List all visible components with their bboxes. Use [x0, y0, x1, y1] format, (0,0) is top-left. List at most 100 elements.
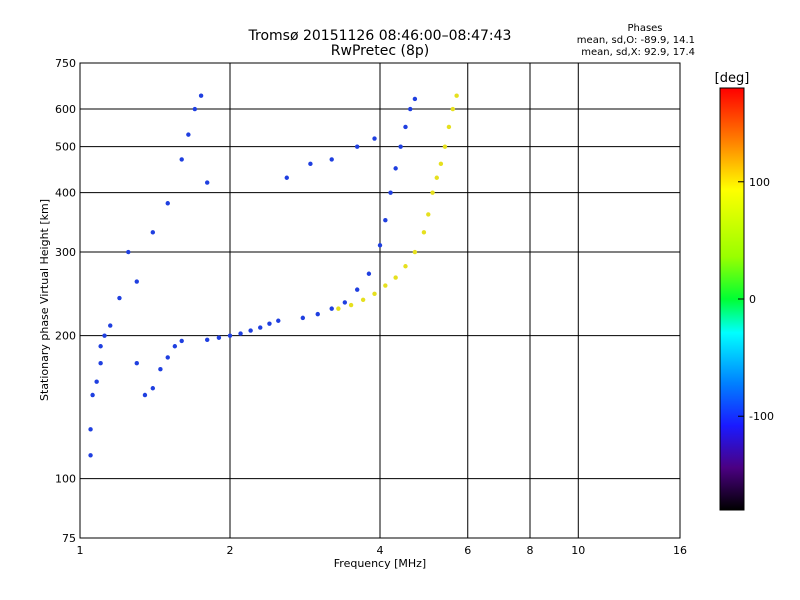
data-point-o	[204, 180, 210, 185]
legend-title: Phases	[627, 23, 662, 34]
x-tick-label: 1	[77, 544, 84, 557]
x-axis-label: Frequency [MHz]	[334, 557, 426, 570]
data-point-o	[258, 325, 263, 330]
legend-line-x: mean, sd,X: 92.9, 17.4	[581, 47, 695, 58]
data-point-o	[366, 271, 372, 276]
data-point-o	[342, 300, 348, 305]
data-point-x	[421, 230, 427, 235]
x-tick-label: 6	[464, 544, 471, 557]
data-point-o	[134, 279, 139, 284]
y-tick-label: 750	[55, 57, 76, 70]
colorbar-tick-label: -100	[749, 410, 774, 423]
data-point-o	[276, 318, 281, 323]
chart-title: Tromsø 20151126 08:46:00–08:47:43	[248, 28, 512, 44]
data-point-x	[426, 212, 431, 217]
legend-line-o: mean, sd,O: -89.9, 14.1	[577, 35, 695, 46]
data-point-o	[192, 106, 198, 112]
data-point-o	[408, 106, 413, 112]
data-point-x	[446, 124, 452, 130]
y-tick-label: 100	[55, 473, 76, 486]
data-point-x	[372, 291, 377, 297]
data-point-o	[142, 392, 148, 398]
data-point-x	[442, 144, 448, 149]
data-point-o	[248, 328, 253, 333]
data-point-o	[315, 311, 320, 317]
data-point-o	[179, 338, 184, 344]
y-tick-label: 500	[55, 141, 76, 154]
y-tick-label: 75	[62, 532, 76, 545]
data-points	[88, 93, 459, 458]
plot-area: 1 2 4 6 8 10 16 75 100 200 300 400 500 600 750	[55, 57, 687, 557]
data-point-o	[94, 379, 99, 384]
data-point-o	[412, 96, 418, 102]
data-point-o	[393, 166, 398, 171]
data-point-o	[108, 323, 113, 328]
data-point-o	[179, 157, 184, 162]
data-point-o	[383, 218, 388, 223]
data-point-o	[150, 230, 156, 235]
x-axis-ticks: 1 2 4 6 8 10 16	[77, 544, 688, 557]
data-point-x	[360, 297, 366, 302]
data-point-x	[450, 106, 456, 112]
data-point-o	[134, 361, 139, 366]
data-point-o	[165, 355, 170, 360]
data-point-x	[336, 306, 341, 311]
data-point-x	[403, 264, 408, 269]
data-point-o	[126, 249, 131, 255]
data-point-o	[165, 201, 170, 206]
data-point-o	[98, 344, 103, 349]
data-point-x	[434, 175, 439, 180]
data-point-o	[398, 144, 403, 149]
data-point-o	[216, 335, 222, 340]
data-point-o	[300, 315, 306, 321]
data-point-o	[267, 321, 272, 326]
colorbar-tick-label: 0	[749, 293, 756, 306]
data-point-o	[88, 453, 93, 458]
data-point-o	[403, 124, 408, 130]
data-point-o	[329, 306, 334, 311]
data-point-o	[284, 175, 289, 180]
grid-lines	[80, 63, 680, 538]
x-tick-label: 2	[227, 544, 234, 557]
data-point-o	[158, 366, 163, 372]
data-point-x	[383, 283, 388, 288]
data-point-o	[372, 136, 377, 141]
data-point-o	[238, 331, 243, 336]
data-point-o	[354, 287, 360, 292]
y-tick-label: 200	[55, 330, 76, 343]
x-tick-label: 8	[527, 544, 534, 557]
data-point-o	[388, 190, 393, 195]
data-point-x	[412, 249, 418, 255]
colorbar-ticks: 100 0 -100	[738, 176, 774, 423]
data-point-o	[88, 427, 93, 432]
data-point-o	[329, 157, 334, 162]
data-point-o	[102, 333, 107, 338]
data-point-o	[186, 132, 191, 137]
data-point-x	[454, 93, 459, 98]
data-point-x	[348, 302, 354, 308]
data-point-o	[198, 93, 204, 98]
data-point-o	[90, 392, 95, 398]
chart-subtitle: RwPretec (8p)	[331, 43, 429, 59]
data-point-x	[393, 275, 398, 280]
y-tick-label: 400	[55, 187, 76, 200]
data-point-o	[204, 337, 210, 343]
x-tick-label: 4	[377, 544, 384, 557]
colorbar-tick-label: 100	[749, 176, 770, 189]
data-point-o	[117, 295, 122, 301]
data-point-o	[308, 161, 313, 167]
data-point-o	[98, 361, 103, 366]
data-point-x	[438, 161, 444, 167]
y-tick-label: 600	[55, 103, 76, 116]
y-axis-ticks: 75 100 200 300 400 500 600 750	[55, 57, 76, 545]
data-point-x	[430, 190, 435, 195]
y-tick-label: 300	[55, 246, 76, 259]
data-point-o	[227, 333, 233, 338]
x-tick-label: 10	[571, 544, 585, 557]
data-point-o	[377, 243, 383, 248]
data-point-o	[172, 344, 178, 349]
data-point-o	[150, 386, 156, 391]
y-axis-label: Stationary phase Virtual Height [km]	[38, 199, 51, 401]
data-point-o	[354, 144, 360, 149]
